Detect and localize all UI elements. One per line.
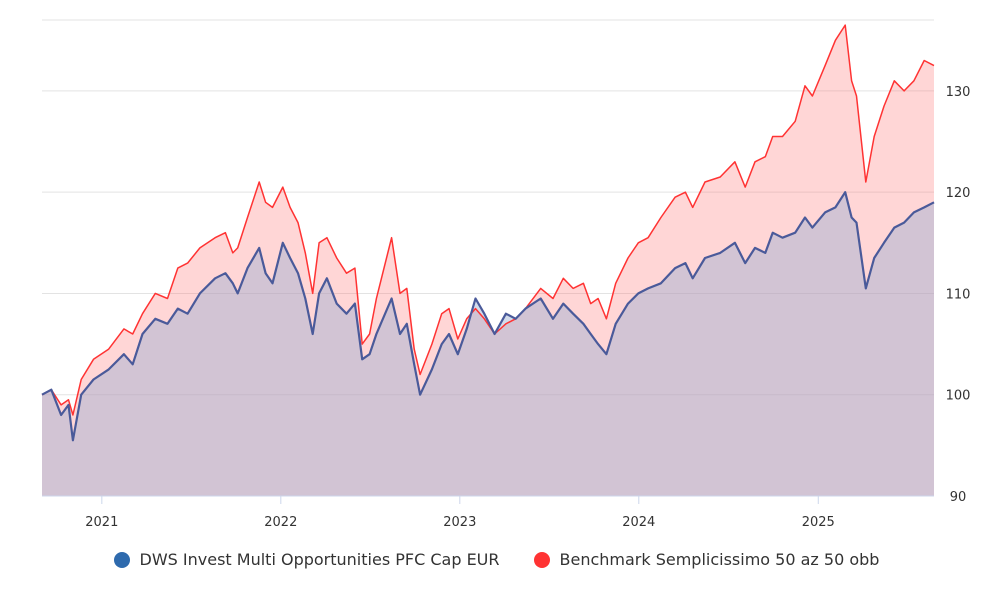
x-tick-label-2023: 2023 [443, 515, 476, 530]
legend-item-fund[interactable]: DWS Invest Multi Opportunities PFC Cap E… [113, 550, 500, 569]
y-tick-label-120: 120 [946, 186, 971, 201]
series-area-1 [42, 25, 934, 496]
legend-item-benchmark[interactable]: Benchmark Semplicissimo 50 az 50 obb [533, 550, 880, 569]
series-line-1[interactable] [41, 24, 935, 416]
axes: 90 100 110 120 130 2021 2022 2023 2024 2025 [42, 85, 970, 530]
x-tick-label-2024: 2024 [622, 515, 655, 530]
series-areas [42, 25, 934, 496]
x-tick-label-2025: 2025 [802, 515, 835, 530]
y-tick-label-130: 130 [946, 85, 971, 100]
y-tick-label-110: 110 [946, 287, 971, 302]
legend-marker-fund [113, 551, 130, 568]
x-tick-label-2021: 2021 [85, 515, 118, 530]
series-lines [41, 24, 935, 442]
legend-label-fund: DWS Invest Multi Opportunities PFC Cap E… [139, 550, 500, 569]
series-area-0 [42, 192, 934, 496]
series-line-0[interactable] [41, 191, 935, 442]
x-tick-label-2022: 2022 [264, 515, 297, 530]
chart-legend: DWS Invest Multi Opportunities PFC Cap E… [0, 550, 993, 569]
legend-label-benchmark: Benchmark Semplicissimo 50 az 50 obb [559, 550, 880, 569]
y-tick-label-90: 90 [950, 490, 967, 505]
legend-marker-benchmark [533, 551, 550, 568]
y-tick-label-100: 100 [946, 389, 971, 404]
